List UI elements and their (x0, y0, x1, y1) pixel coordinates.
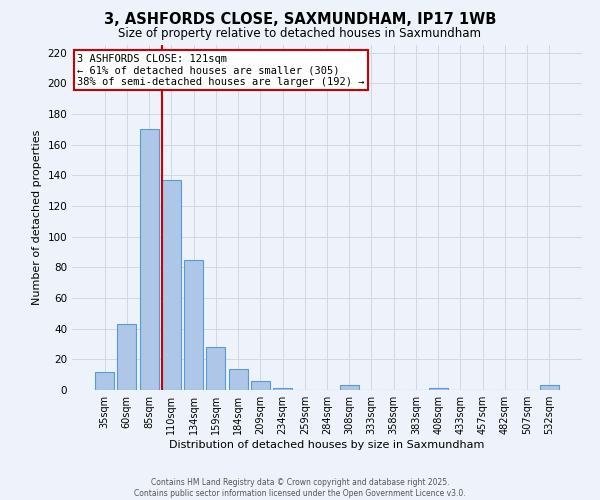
Bar (229, 368, 248, 390)
Bar (140, 130, 158, 390)
Bar (429, 388, 448, 390)
Bar (118, 324, 136, 390)
Bar (95, 372, 114, 390)
X-axis label: Distribution of detached houses by size in Saxmundham: Distribution of detached houses by size … (169, 440, 485, 450)
Text: 3 ASHFORDS CLOSE: 121sqm
← 61% of detached houses are smaller (305)
38% of semi-: 3 ASHFORDS CLOSE: 121sqm ← 61% of detach… (77, 54, 365, 87)
Bar (206, 347, 225, 390)
Bar (184, 260, 203, 390)
Y-axis label: Number of detached properties: Number of detached properties (32, 130, 42, 305)
Text: 3, ASHFORDS CLOSE, SAXMUNDHAM, IP17 1WB: 3, ASHFORDS CLOSE, SAXMUNDHAM, IP17 1WB (104, 12, 496, 28)
Text: Size of property relative to detached houses in Saxmundham: Size of property relative to detached ho… (119, 28, 482, 40)
Bar (251, 381, 270, 390)
Text: Contains HM Land Registry data © Crown copyright and database right 2025.
Contai: Contains HM Land Registry data © Crown c… (134, 478, 466, 498)
Bar (162, 180, 181, 390)
Bar (540, 386, 559, 390)
Bar (340, 386, 359, 390)
Bar (273, 388, 292, 390)
